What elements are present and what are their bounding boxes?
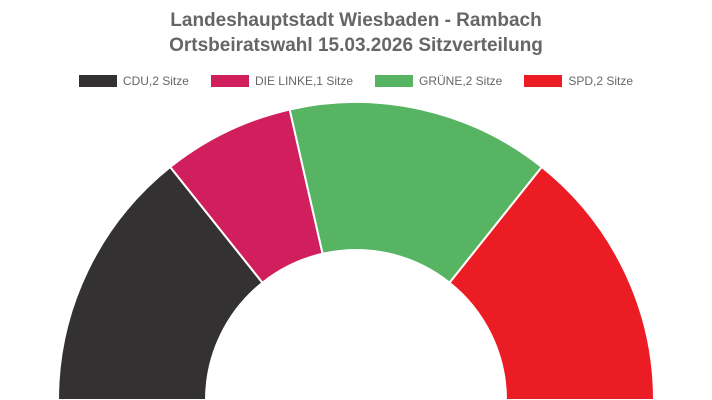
seat-segment-gruene[interactable] [288,101,543,284]
legend-label-gruene: GRÜNE,2 Sitze [419,74,503,88]
chart-subtitle: Ortsbeiratswahl 15.03.2026 Sitzverteilun… [169,35,543,56]
seat-segment-spd[interactable] [448,166,655,400]
legend-label-spd: SPD,2 Sitze [568,74,634,88]
legend-item-die-linke[interactable]: DIE LINKE,1 Sitze [210,74,353,88]
legend-item-gruene[interactable]: GRÜNE,2 Sitze [375,74,502,88]
legend-swatch-spd [524,75,563,87]
legend-item-cdu[interactable]: CDU,2 Sitze [78,74,189,88]
seat-segment-cdu[interactable] [57,166,264,400]
chart-legend: CDU,2 Sitze DIE LINKE,1 Sitze GRÜNE,2 Si… [0,74,712,88]
legend-item-spd[interactable]: SPD,2 Sitze [524,74,633,88]
legend-label-cdu: CDU,2 Sitze [122,74,189,88]
legend-swatch-cdu [78,75,117,87]
legend-swatch-die-linke [210,75,249,87]
legend-swatch-gruene [375,75,413,87]
legend-label-die-linke: DIE LINKE,1 Sitze [254,74,353,88]
chart-title: Landeshauptstadt Wiesbaden - Rambach [170,10,542,31]
